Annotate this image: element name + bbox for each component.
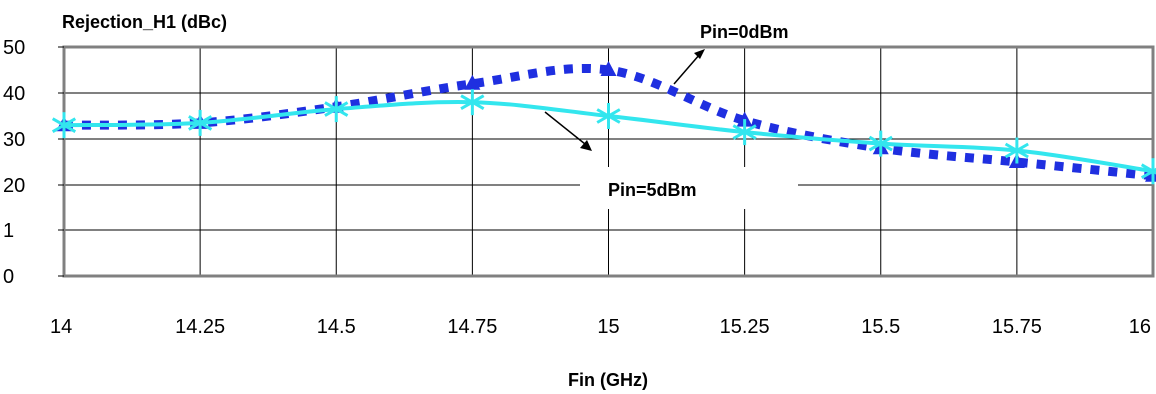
marker-stroke-2 — [732, 124, 757, 140]
annotation-arrowhead-1 — [580, 140, 592, 151]
annotation-label-0: Pin=0dBm — [700, 22, 789, 42]
x-axis-ticks: 14 14.25 14.5 14.75 15 15.25 15.5 15.75 16 — [50, 316, 1151, 338]
series-1-point-6 — [868, 130, 893, 157]
series-1-point-5 — [732, 119, 757, 146]
x-tick-label-0: 14 — [50, 316, 72, 338]
x-tick-label-4: 15 — [597, 316, 619, 338]
marker-stroke-2 — [1140, 167, 1156, 180]
series-1-point-2 — [324, 96, 349, 123]
series-0-point-4 — [600, 61, 617, 76]
y-tick-label-0: 0 — [3, 266, 14, 288]
x-axis-title: Fin (GHz) — [568, 370, 648, 390]
marker-stroke-2 — [51, 117, 77, 134]
y-tick-label-4: 40 — [3, 83, 25, 105]
annotation-arrow-line-0 — [673, 53, 701, 85]
marker-stroke-2 — [1004, 142, 1029, 159]
y-tick-label-2: 20 — [3, 175, 25, 197]
x-tick-label-3: 14.75 — [447, 316, 497, 338]
annotations: Pin=0dBm Pin=5dBm — [544, 22, 798, 209]
y-tick-label-5: 50 — [3, 37, 25, 59]
series-1-point-1 — [188, 109, 213, 136]
y-axis-ticks: 0 1 20 30 40 50 — [3, 37, 64, 288]
series-1-point-8 — [1140, 158, 1156, 185]
x-tick-label-1: 14.25 — [175, 316, 225, 338]
marker-stroke-2 — [324, 101, 349, 117]
marker-stroke-2 — [188, 115, 213, 131]
y-tick-label-3: 30 — [3, 129, 25, 151]
x-tick-label-7: 15.75 — [992, 316, 1042, 338]
annotation-label-1: Pin=5dBm — [608, 180, 697, 200]
y-tick-label-1: 1 — [3, 220, 14, 242]
x-tick-label-8: 16 — [1129, 316, 1151, 338]
series-1-point-4 — [596, 103, 621, 129]
marker-stroke-2 — [596, 108, 621, 124]
x-tick-label-2: 14.5 — [317, 316, 356, 338]
series-group — [51, 61, 1156, 185]
series-1-point-3 — [460, 89, 485, 116]
marker-stroke-2 — [868, 135, 893, 152]
x-tick-label-6: 15.5 — [861, 316, 900, 338]
series-1-point-0 — [51, 112, 77, 139]
annotation-arrow-line-1 — [544, 111, 586, 145]
series-0-point-3 — [464, 74, 481, 90]
x-tick-label-5: 15.25 — [720, 316, 770, 338]
annotation-box-1 — [580, 167, 798, 209]
annotation-arrowhead-0 — [694, 49, 705, 59]
marker-stroke-2 — [460, 94, 485, 111]
series-1-point-7 — [1004, 137, 1029, 164]
y-axis-title: Rejection_H1 (dBc) — [62, 12, 227, 32]
